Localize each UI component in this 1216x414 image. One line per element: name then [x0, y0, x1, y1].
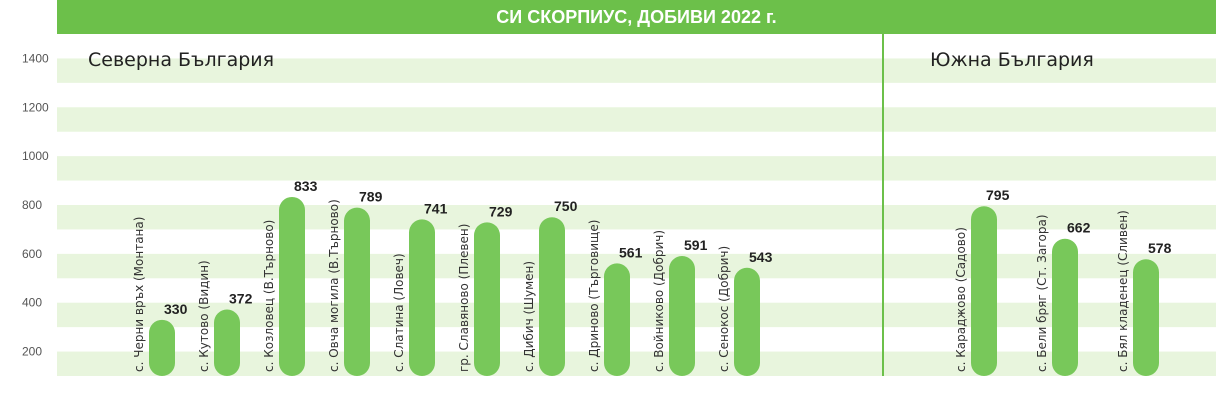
grid-band	[57, 351, 1216, 376]
category-label: с. Дриново (Търговище)	[587, 220, 601, 372]
category-label: гр. Славяново (Плевен)	[457, 224, 471, 372]
data-label: 795	[986, 187, 1010, 203]
bar	[149, 319, 175, 376]
data-label: 833	[294, 178, 318, 194]
category-label: с. Бели бряг (Ст. Загора)	[1035, 214, 1049, 372]
grid-band	[57, 156, 1216, 181]
y-tick-label: 1400	[22, 51, 49, 65]
y-tick-label: 1000	[22, 149, 49, 163]
grid-bands	[57, 58, 1216, 376]
bar	[604, 263, 630, 376]
category-label: с. Караджово (Садово)	[954, 227, 968, 372]
bar	[279, 196, 305, 376]
grid-band	[57, 205, 1216, 230]
y-tick-label: 600	[22, 247, 42, 261]
bar	[539, 217, 565, 376]
category-label: с. Овча могила (В.Търново)	[327, 199, 341, 372]
grid-band	[57, 107, 1216, 132]
data-label: 543	[749, 249, 773, 265]
data-label: 729	[489, 203, 513, 219]
y-tick-label: 1200	[22, 100, 49, 114]
y-axis-ticks: 200 400 600 800 1000 1200 1400	[22, 51, 49, 358]
data-label: 561	[619, 244, 643, 260]
bar	[971, 206, 997, 376]
bar	[1052, 238, 1078, 376]
bar	[1133, 259, 1159, 376]
region-north-label: Северна България	[88, 49, 275, 71]
data-label: 578	[1148, 240, 1172, 256]
bar	[734, 267, 760, 376]
data-label: 741	[424, 200, 448, 216]
bar	[474, 222, 500, 376]
chart-title: СИ СКОРПИУС, ДОБИВИ 2022 г.	[496, 7, 777, 27]
category-label: с. Слатина (Ловеч)	[392, 253, 406, 372]
bar	[669, 256, 695, 376]
data-label: 789	[359, 189, 383, 205]
category-label: с. Черни връх (Монтана)	[132, 217, 146, 372]
category-label: с. Козловец (В.Търново)	[262, 220, 276, 372]
value-labels: 330 372 833 789 741 729 750 561 591 543 795 662 578	[164, 178, 1172, 317]
category-label: с. Бял кладенец (Сливен)	[1116, 210, 1130, 372]
title-bar	[57, 0, 1216, 34]
bar	[344, 207, 370, 376]
category-label: с. Дибич (Шумен)	[522, 261, 536, 372]
grid-band	[57, 58, 1216, 83]
grid-band	[57, 302, 1216, 328]
bar	[409, 219, 435, 376]
data-label: 591	[684, 237, 708, 253]
y-tick-label: 200	[22, 345, 42, 359]
category-label: с. Сенокос (Добрич)	[717, 246, 731, 372]
y-tick-label: 800	[22, 198, 42, 212]
data-label: 750	[554, 198, 578, 214]
data-label: 372	[229, 291, 253, 307]
y-tick-label: 400	[22, 296, 42, 310]
data-label: 330	[164, 301, 188, 317]
bar	[214, 309, 240, 376]
bars	[149, 196, 1159, 376]
grid-band	[57, 253, 1216, 279]
category-label: с. Войниково (Добрич)	[652, 230, 666, 372]
data-label: 662	[1067, 220, 1091, 236]
category-label: с. Кутово (Видин)	[197, 260, 211, 372]
region-south-label: Южна България	[930, 49, 1094, 71]
category-labels: с. Черни връх (Монтана) с. Кутово (Видин)…	[132, 199, 1130, 372]
